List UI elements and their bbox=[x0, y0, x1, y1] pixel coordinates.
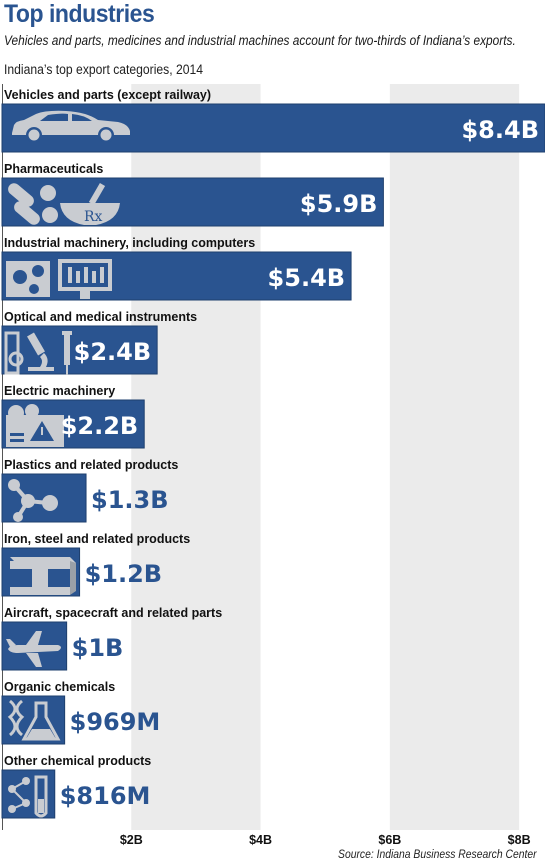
x-tick-label: $6B bbox=[378, 833, 401, 847]
value-label: $1.3B bbox=[91, 486, 169, 514]
value-label: $1.2B bbox=[85, 560, 163, 588]
bar bbox=[1, 325, 158, 375]
value-label: $8.4B bbox=[461, 116, 539, 144]
bar-row: Aircraft, spacecraft and related parts $1… bbox=[1, 606, 222, 671]
value-label: $2.4B bbox=[74, 338, 152, 366]
chart-title: Top industries bbox=[4, 0, 155, 28]
airplane-icon bbox=[6, 631, 61, 667]
chart-caption: Indiana’s top export categories, 2014 bbox=[4, 62, 204, 77]
category-label: Pharmaceuticals bbox=[4, 162, 103, 176]
grid-band bbox=[389, 84, 520, 830]
bar-row: Pharmaceuticals Rx $5.9B bbox=[1, 162, 384, 227]
x-tick-label: $2B bbox=[120, 833, 143, 847]
value-label: $969M bbox=[70, 708, 161, 736]
value-label: $2.2B bbox=[61, 412, 139, 440]
category-label: Electric machinery bbox=[4, 384, 115, 398]
bar-rows: Vehicles and parts (except railway) $8.4B… bbox=[1, 88, 545, 819]
bar-row: Organic chemicals $969M bbox=[1, 680, 161, 745]
microscope-icon bbox=[4, 331, 72, 375]
bar-row: Other chemical products $816M bbox=[1, 754, 151, 819]
category-label: Industrial machinery, including computer… bbox=[4, 236, 255, 250]
car-icon bbox=[12, 110, 130, 143]
x-tick-label: $8B bbox=[508, 833, 531, 847]
bar-row: Iron, steel and related products $1.2B bbox=[1, 532, 190, 597]
svg-text:Rx: Rx bbox=[84, 209, 103, 225]
chart-subtitle: Vehicles and parts, medicines and indust… bbox=[4, 33, 516, 48]
bar-row: Industrial machinery, including computer… bbox=[1, 236, 352, 301]
category-label: Optical and medical instruments bbox=[4, 310, 197, 324]
bar-row: Vehicles and parts (except railway) $8.4B bbox=[1, 88, 545, 153]
molecule-icon bbox=[8, 479, 58, 522]
value-label: $5.9B bbox=[300, 190, 378, 218]
category-label: Organic chemicals bbox=[4, 680, 115, 694]
value-label: $5.4B bbox=[268, 264, 346, 292]
category-label: Plastics and related products bbox=[4, 458, 178, 472]
gears-monitor-icon bbox=[6, 259, 112, 299]
x-axis: $2B $4B $6B $8B bbox=[120, 833, 531, 847]
pills-icon: Rx bbox=[8, 182, 120, 225]
source-note: Source: Indiana Business Research Center bbox=[338, 849, 537, 861]
electric-machine-icon bbox=[6, 404, 64, 447]
bar bbox=[1, 177, 384, 227]
category-label: Iron, steel and related products bbox=[4, 532, 190, 546]
x-tick-label: $4B bbox=[249, 833, 272, 847]
flask-icon bbox=[7, 699, 61, 741]
bar-row: Plastics and related products $1.3B bbox=[1, 458, 178, 523]
steel-beam-icon bbox=[10, 557, 76, 595]
bar-row: Electric machinery $2.2B bbox=[1, 384, 145, 449]
category-label: Other chemical products bbox=[4, 754, 151, 768]
bar-row: Optical and medical instruments $2.4B bbox=[1, 310, 197, 375]
test-tube-icon bbox=[8, 775, 48, 818]
value-label: $816M bbox=[60, 782, 151, 810]
category-label: Aircraft, spacecraft and related parts bbox=[4, 606, 222, 620]
value-label: $1B bbox=[72, 634, 124, 662]
category-label: Vehicles and parts (except railway) bbox=[4, 88, 211, 102]
